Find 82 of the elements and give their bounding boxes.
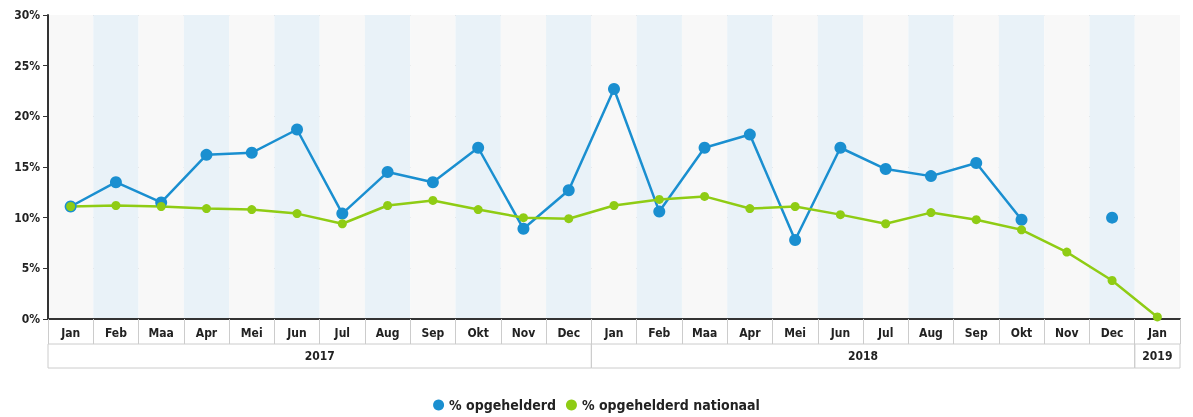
y-tick-label: 15%: [14, 160, 41, 174]
point: [562, 184, 575, 197]
x-tick-label: Okt: [467, 326, 489, 340]
point: [156, 202, 166, 212]
text: 2019: [1142, 349, 1173, 363]
x-tick-label: Jul: [333, 326, 351, 340]
y-tick-label: 10%: [14, 210, 41, 225]
x-tick-label: Aug: [375, 326, 400, 340]
x-tick-label: Maa: [691, 326, 718, 340]
point: [743, 128, 756, 141]
x-tick-label: Feb: [104, 326, 128, 340]
point: [700, 191, 710, 201]
point: [428, 195, 438, 205]
y-tick-label: 5%: [21, 261, 41, 276]
point: [835, 210, 845, 220]
x-tick-label: Jun: [829, 326, 851, 340]
x-tick-label: Jan: [60, 326, 81, 340]
point: [1107, 276, 1117, 285]
x-tick-label: Okt: [1010, 326, 1033, 340]
point: [1152, 312, 1162, 322]
x-tick-label: Mei: [784, 326, 807, 340]
x-tick-label: Sep: [421, 326, 445, 340]
text: 2018: [848, 349, 879, 363]
x-tick-label: Feb: [648, 326, 671, 340]
legend-label: % opgehelderd nationaal: [581, 397, 760, 413]
y-tick-label: 0%: [21, 312, 41, 326]
x-tick-label: Dec: [1100, 326, 1124, 340]
y-tick-label: 30%: [14, 8, 41, 22]
point: [247, 205, 257, 215]
x-tick-label: Nov: [1055, 326, 1079, 340]
point: [1015, 213, 1028, 226]
point: [472, 141, 485, 154]
x-tick-label: Jun: [286, 326, 307, 340]
point: [383, 201, 393, 210]
point: [654, 194, 664, 204]
point: [337, 219, 347, 229]
x-tick-label: Aug: [919, 326, 943, 340]
point: [564, 214, 574, 224]
point: [517, 222, 530, 235]
x-tick-label: Apr: [739, 326, 762, 340]
point: [745, 204, 755, 214]
point: [201, 204, 211, 214]
x-tick-label: Apr: [195, 326, 218, 340]
point: [1106, 211, 1119, 224]
point: [789, 233, 802, 246]
point: [381, 166, 394, 179]
point: [698, 141, 711, 154]
point: [518, 213, 528, 223]
point: [971, 215, 981, 225]
x-tick-label: Sep: [964, 326, 988, 340]
point: [926, 208, 936, 218]
point: [336, 207, 349, 220]
point: [881, 219, 891, 229]
x-tick-label: Maa: [148, 326, 174, 340]
point: [111, 201, 121, 210]
point: [200, 148, 213, 161]
point: [292, 209, 302, 219]
x-tick-label: Mei: [240, 326, 263, 340]
point: [834, 141, 847, 154]
y-tick-label: 25%: [14, 58, 41, 73]
point: [653, 205, 666, 218]
point: [291, 123, 304, 136]
point: [608, 82, 620, 95]
point: [970, 156, 983, 169]
text: 2017: [304, 349, 335, 363]
point: [879, 163, 892, 176]
point: [609, 201, 619, 210]
point: [1062, 247, 1072, 257]
point: [109, 176, 122, 189]
point: [924, 170, 937, 183]
x-tick-label: Jul: [876, 326, 894, 340]
y-tick-label: 20%: [14, 109, 41, 124]
x-tick-label: Jan: [603, 326, 624, 340]
legend-label: % opgehelderd: [449, 397, 556, 413]
x-tick-label: Jan: [1146, 326, 1167, 340]
point: [790, 202, 800, 212]
x-tick-label: Dec: [557, 326, 581, 340]
point: [473, 205, 483, 215]
point: [245, 146, 258, 159]
point: [1017, 225, 1027, 235]
point: [426, 176, 439, 189]
x-tick-label: Nov: [511, 326, 536, 340]
